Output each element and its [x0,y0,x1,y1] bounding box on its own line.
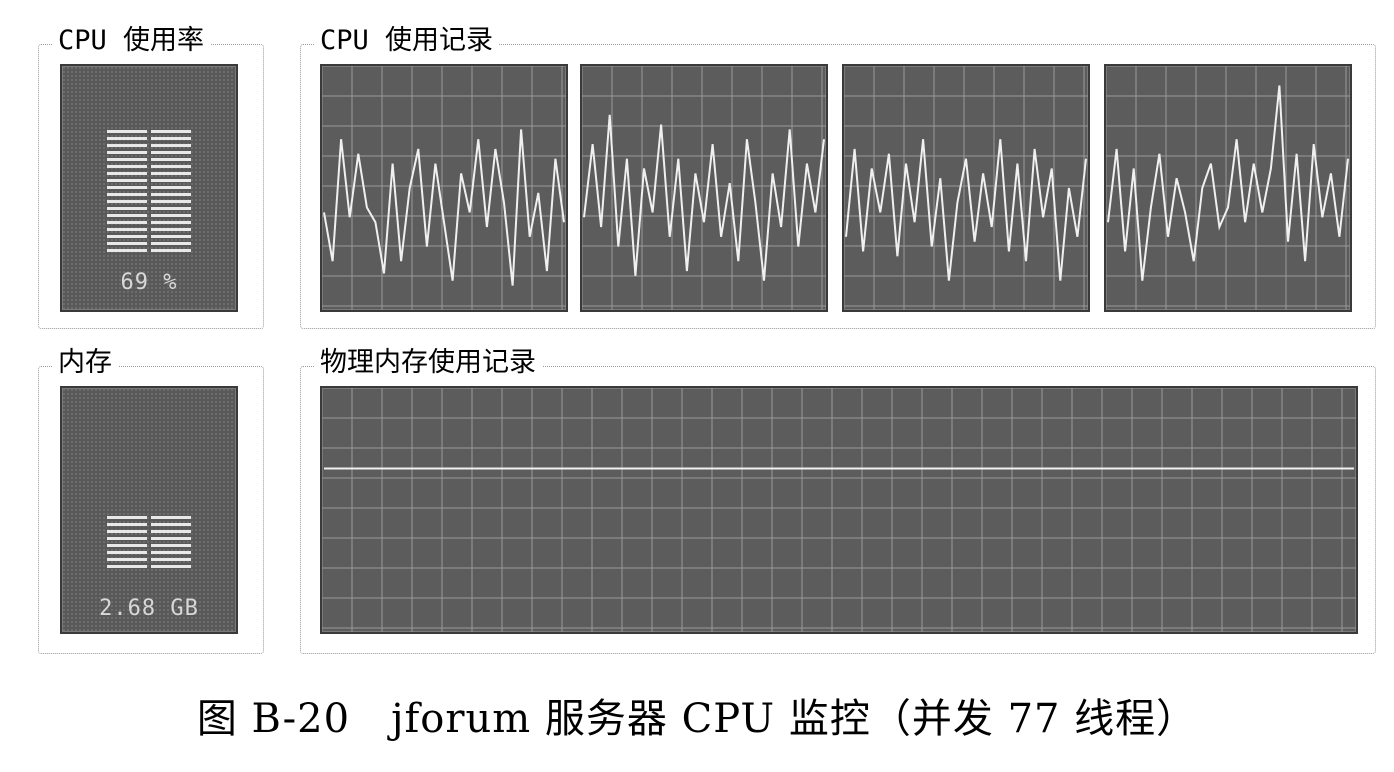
meter-segment [107,144,147,147]
meter-segment [151,158,191,161]
cpu-meter-bars [107,130,191,252]
meter-segment [107,523,147,526]
meter-column [151,130,191,252]
meter-column [107,516,147,568]
meter-segment [151,172,191,175]
cpu-history-chart-2 [582,66,826,310]
cpu-usage-value: 69 % [120,270,178,295]
memory-group [38,366,264,654]
usage-trace-line [845,139,1087,281]
cpu-history-graph-3 [842,64,1090,312]
memory-meter: 2.68 GB [60,386,238,634]
meter-segment [107,544,147,547]
meter-segment [107,137,147,140]
cpu-usage-meter: 69 % [60,64,238,312]
meter-segment [151,186,191,189]
meter-segment [151,207,191,210]
cpu-history-title: CPU 使用记录 [314,26,500,56]
meter-segment [151,558,191,561]
meter-segment [107,193,147,196]
meter-segment [151,249,191,252]
meter-segment [107,151,147,154]
meter-segment [151,530,191,533]
meter-segment [151,523,191,526]
meter-segment [151,516,191,519]
meter-segment [151,228,191,231]
cpu-history-chart-3 [844,66,1088,310]
meter-segment [151,165,191,168]
meter-segment [151,200,191,203]
meter-segment [151,179,191,182]
meter-segment [151,221,191,224]
meter-segment [151,565,191,568]
meter-segment [151,193,191,196]
meter-segment [107,565,147,568]
memory-history-group [300,366,1376,654]
usage-trace-line [583,114,825,281]
meter-segment [151,214,191,217]
meter-segment [107,179,147,182]
usage-trace-line [1107,85,1349,281]
meter-segment [107,551,147,554]
meter-segment [107,558,147,561]
figure-caption: 图 B-20 jforum 服务器 CPU 监控（并发 77 线程） [196,696,1198,742]
cpu-history-graph-2 [580,64,828,312]
meter-segment [151,544,191,547]
memory-history-graph [320,386,1358,634]
usage-trace-line [323,129,565,286]
meter-segment [107,200,147,203]
memory-title: 内存 [52,348,118,378]
meter-segment [107,130,147,133]
cpu-history-graph-4 [1104,64,1352,312]
meter-column [151,516,191,568]
meter-segment [107,530,147,533]
meter-segment [107,228,147,231]
meter-segment [151,144,191,147]
meter-column [107,130,147,252]
meter-segment [107,158,147,161]
meter-segment [151,137,191,140]
meter-segment [107,242,147,245]
memory-value: 2.68 GB [99,596,199,621]
meter-segment [107,172,147,175]
meter-segment [107,249,147,252]
cpu-history-graph-1 [320,64,568,312]
meter-segment [151,130,191,133]
meter-segment [107,186,147,189]
meter-segment [107,235,147,238]
memory-meter-bars [107,516,191,568]
memory-history-chart [322,388,1356,632]
cpu-usage-title: CPU 使用率 [52,26,211,56]
meter-segment [107,214,147,217]
meter-segment [151,151,191,154]
cpu-history-chart-4 [1106,66,1350,310]
meter-segment [107,165,147,168]
meter-segment [151,242,191,245]
meter-segment [107,207,147,210]
meter-segment [151,551,191,554]
meter-segment [151,235,191,238]
meter-segment [151,537,191,540]
meter-segment [107,516,147,519]
cpu-history-chart-1 [322,66,566,310]
meter-segment [107,537,147,540]
memory-history-title: 物理内存使用记录 [314,348,542,378]
meter-segment [107,221,147,224]
cpu-history-group [300,44,1376,329]
